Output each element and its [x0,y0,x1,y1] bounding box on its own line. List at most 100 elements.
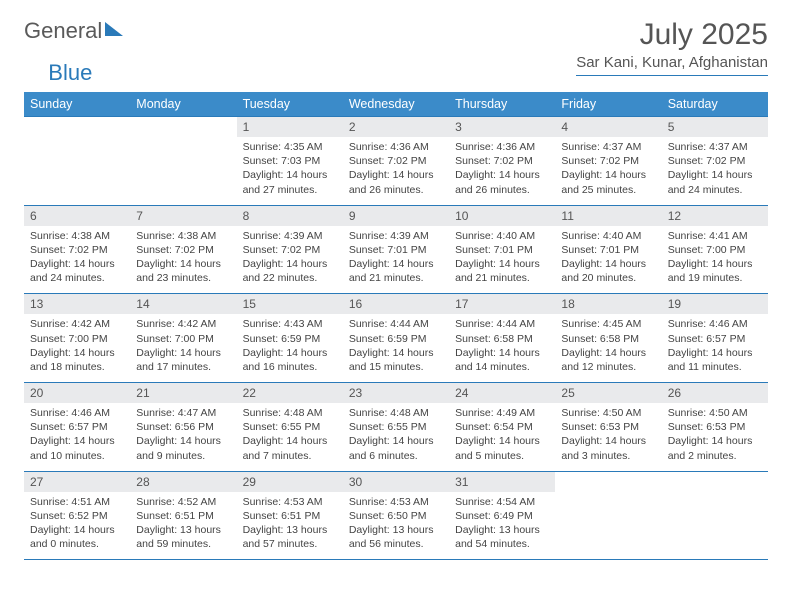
day-cell: 3Sunrise: 4:36 AMSunset: 7:02 PMDaylight… [449,117,555,206]
day-cell: 14Sunrise: 4:42 AMSunset: 7:00 PMDayligh… [130,294,236,383]
day-number: 18 [555,294,661,314]
day-cell: 21Sunrise: 4:47 AMSunset: 6:56 PMDayligh… [130,383,236,472]
day-header: Thursday [449,92,555,117]
day-content: Sunrise: 4:42 AMSunset: 7:00 PMDaylight:… [130,314,236,382]
day-content: Sunrise: 4:47 AMSunset: 6:56 PMDaylight:… [130,403,236,471]
day-number: 30 [343,472,449,492]
day-cell: 31Sunrise: 4:54 AMSunset: 6:49 PMDayligh… [449,471,555,559]
day-cell: 17Sunrise: 4:44 AMSunset: 6:58 PMDayligh… [449,294,555,383]
day-number: 8 [237,206,343,226]
day-content: Sunrise: 4:44 AMSunset: 6:59 PMDaylight:… [343,314,449,382]
day-cell: 16Sunrise: 4:44 AMSunset: 6:59 PMDayligh… [343,294,449,383]
day-cell: 1Sunrise: 4:35 AMSunset: 7:03 PMDaylight… [237,117,343,206]
day-number: 26 [662,383,768,403]
day-content: Sunrise: 4:50 AMSunset: 6:53 PMDaylight:… [555,403,661,471]
day-number: 14 [130,294,236,314]
day-number: 7 [130,206,236,226]
day-number: 15 [237,294,343,314]
day-content: Sunrise: 4:48 AMSunset: 6:55 PMDaylight:… [237,403,343,471]
calendar-table: SundayMondayTuesdayWednesdayThursdayFrid… [24,92,768,559]
day-content: Sunrise: 4:46 AMSunset: 6:57 PMDaylight:… [24,403,130,471]
day-number: 17 [449,294,555,314]
day-header: Saturday [662,92,768,117]
day-number: 1 [237,117,343,137]
day-cell: 29Sunrise: 4:53 AMSunset: 6:51 PMDayligh… [237,471,343,559]
day-content: Sunrise: 4:46 AMSunset: 6:57 PMDaylight:… [662,314,768,382]
day-header: Sunday [24,92,130,117]
day-header: Friday [555,92,661,117]
day-cell: 20Sunrise: 4:46 AMSunset: 6:57 PMDayligh… [24,383,130,472]
day-header: Wednesday [343,92,449,117]
day-content: Sunrise: 4:53 AMSunset: 6:51 PMDaylight:… [237,492,343,560]
day-cell: 24Sunrise: 4:49 AMSunset: 6:54 PMDayligh… [449,383,555,472]
day-cell: 19Sunrise: 4:46 AMSunset: 6:57 PMDayligh… [662,294,768,383]
day-number: 21 [130,383,236,403]
week-row: 1Sunrise: 4:35 AMSunset: 7:03 PMDaylight… [24,117,768,206]
day-content: Sunrise: 4:38 AMSunset: 7:02 PMDaylight:… [130,226,236,294]
day-cell: 28Sunrise: 4:52 AMSunset: 6:51 PMDayligh… [130,471,236,559]
logo-text-2: Blue [48,60,92,86]
day-cell: 6Sunrise: 4:38 AMSunset: 7:02 PMDaylight… [24,205,130,294]
day-cell: 15Sunrise: 4:43 AMSunset: 6:59 PMDayligh… [237,294,343,383]
day-number: 3 [449,117,555,137]
day-cell [662,471,768,559]
title-rule [576,75,768,76]
day-content: Sunrise: 4:38 AMSunset: 7:02 PMDaylight:… [24,226,130,294]
day-content: Sunrise: 4:42 AMSunset: 7:00 PMDaylight:… [24,314,130,382]
day-number: 11 [555,206,661,226]
day-number: 20 [24,383,130,403]
day-cell: 10Sunrise: 4:40 AMSunset: 7:01 PMDayligh… [449,205,555,294]
day-content: Sunrise: 4:36 AMSunset: 7:02 PMDaylight:… [343,137,449,205]
day-number: 5 [662,117,768,137]
month-title: July 2025 [576,18,768,52]
day-content: Sunrise: 4:48 AMSunset: 6:55 PMDaylight:… [343,403,449,471]
day-number: 28 [130,472,236,492]
day-content: Sunrise: 4:43 AMSunset: 6:59 PMDaylight:… [237,314,343,382]
bottom-rule [24,559,768,560]
day-number: 24 [449,383,555,403]
day-content: Sunrise: 4:51 AMSunset: 6:52 PMDaylight:… [24,492,130,560]
day-number: 10 [449,206,555,226]
week-row: 13Sunrise: 4:42 AMSunset: 7:00 PMDayligh… [24,294,768,383]
title-block: July 2025 Sar Kani, Kunar, Afghanistan [576,18,768,76]
logo-triangle-icon [105,22,123,36]
day-cell: 13Sunrise: 4:42 AMSunset: 7:00 PMDayligh… [24,294,130,383]
week-row: 20Sunrise: 4:46 AMSunset: 6:57 PMDayligh… [24,383,768,472]
day-cell: 25Sunrise: 4:50 AMSunset: 6:53 PMDayligh… [555,383,661,472]
day-cell [24,117,130,206]
day-cell: 27Sunrise: 4:51 AMSunset: 6:52 PMDayligh… [24,471,130,559]
day-content: Sunrise: 4:36 AMSunset: 7:02 PMDaylight:… [449,137,555,205]
day-content: Sunrise: 4:35 AMSunset: 7:03 PMDaylight:… [237,137,343,205]
day-cell: 9Sunrise: 4:39 AMSunset: 7:01 PMDaylight… [343,205,449,294]
day-content: Sunrise: 4:54 AMSunset: 6:49 PMDaylight:… [449,492,555,560]
day-cell: 5Sunrise: 4:37 AMSunset: 7:02 PMDaylight… [662,117,768,206]
header-row: SundayMondayTuesdayWednesdayThursdayFrid… [24,92,768,117]
day-header: Monday [130,92,236,117]
day-content: Sunrise: 4:45 AMSunset: 6:58 PMDaylight:… [555,314,661,382]
day-content: Sunrise: 4:52 AMSunset: 6:51 PMDaylight:… [130,492,236,560]
day-cell: 18Sunrise: 4:45 AMSunset: 6:58 PMDayligh… [555,294,661,383]
week-row: 6Sunrise: 4:38 AMSunset: 7:02 PMDaylight… [24,205,768,294]
day-content: Sunrise: 4:44 AMSunset: 6:58 PMDaylight:… [449,314,555,382]
day-content: Sunrise: 4:49 AMSunset: 6:54 PMDaylight:… [449,403,555,471]
day-cell: 2Sunrise: 4:36 AMSunset: 7:02 PMDaylight… [343,117,449,206]
day-cell: 11Sunrise: 4:40 AMSunset: 7:01 PMDayligh… [555,205,661,294]
day-number: 2 [343,117,449,137]
day-cell [555,471,661,559]
day-content: Sunrise: 4:39 AMSunset: 7:01 PMDaylight:… [343,226,449,294]
day-number: 9 [343,206,449,226]
day-number: 12 [662,206,768,226]
day-cell: 7Sunrise: 4:38 AMSunset: 7:02 PMDaylight… [130,205,236,294]
day-number: 6 [24,206,130,226]
day-content: Sunrise: 4:50 AMSunset: 6:53 PMDaylight:… [662,403,768,471]
day-cell: 26Sunrise: 4:50 AMSunset: 6:53 PMDayligh… [662,383,768,472]
day-cell: 30Sunrise: 4:53 AMSunset: 6:50 PMDayligh… [343,471,449,559]
day-number: 22 [237,383,343,403]
day-number: 27 [24,472,130,492]
day-content: Sunrise: 4:37 AMSunset: 7:02 PMDaylight:… [662,137,768,205]
day-content: Sunrise: 4:53 AMSunset: 6:50 PMDaylight:… [343,492,449,560]
day-number: 23 [343,383,449,403]
day-content: Sunrise: 4:40 AMSunset: 7:01 PMDaylight:… [449,226,555,294]
day-number: 25 [555,383,661,403]
day-content: Sunrise: 4:37 AMSunset: 7:02 PMDaylight:… [555,137,661,205]
